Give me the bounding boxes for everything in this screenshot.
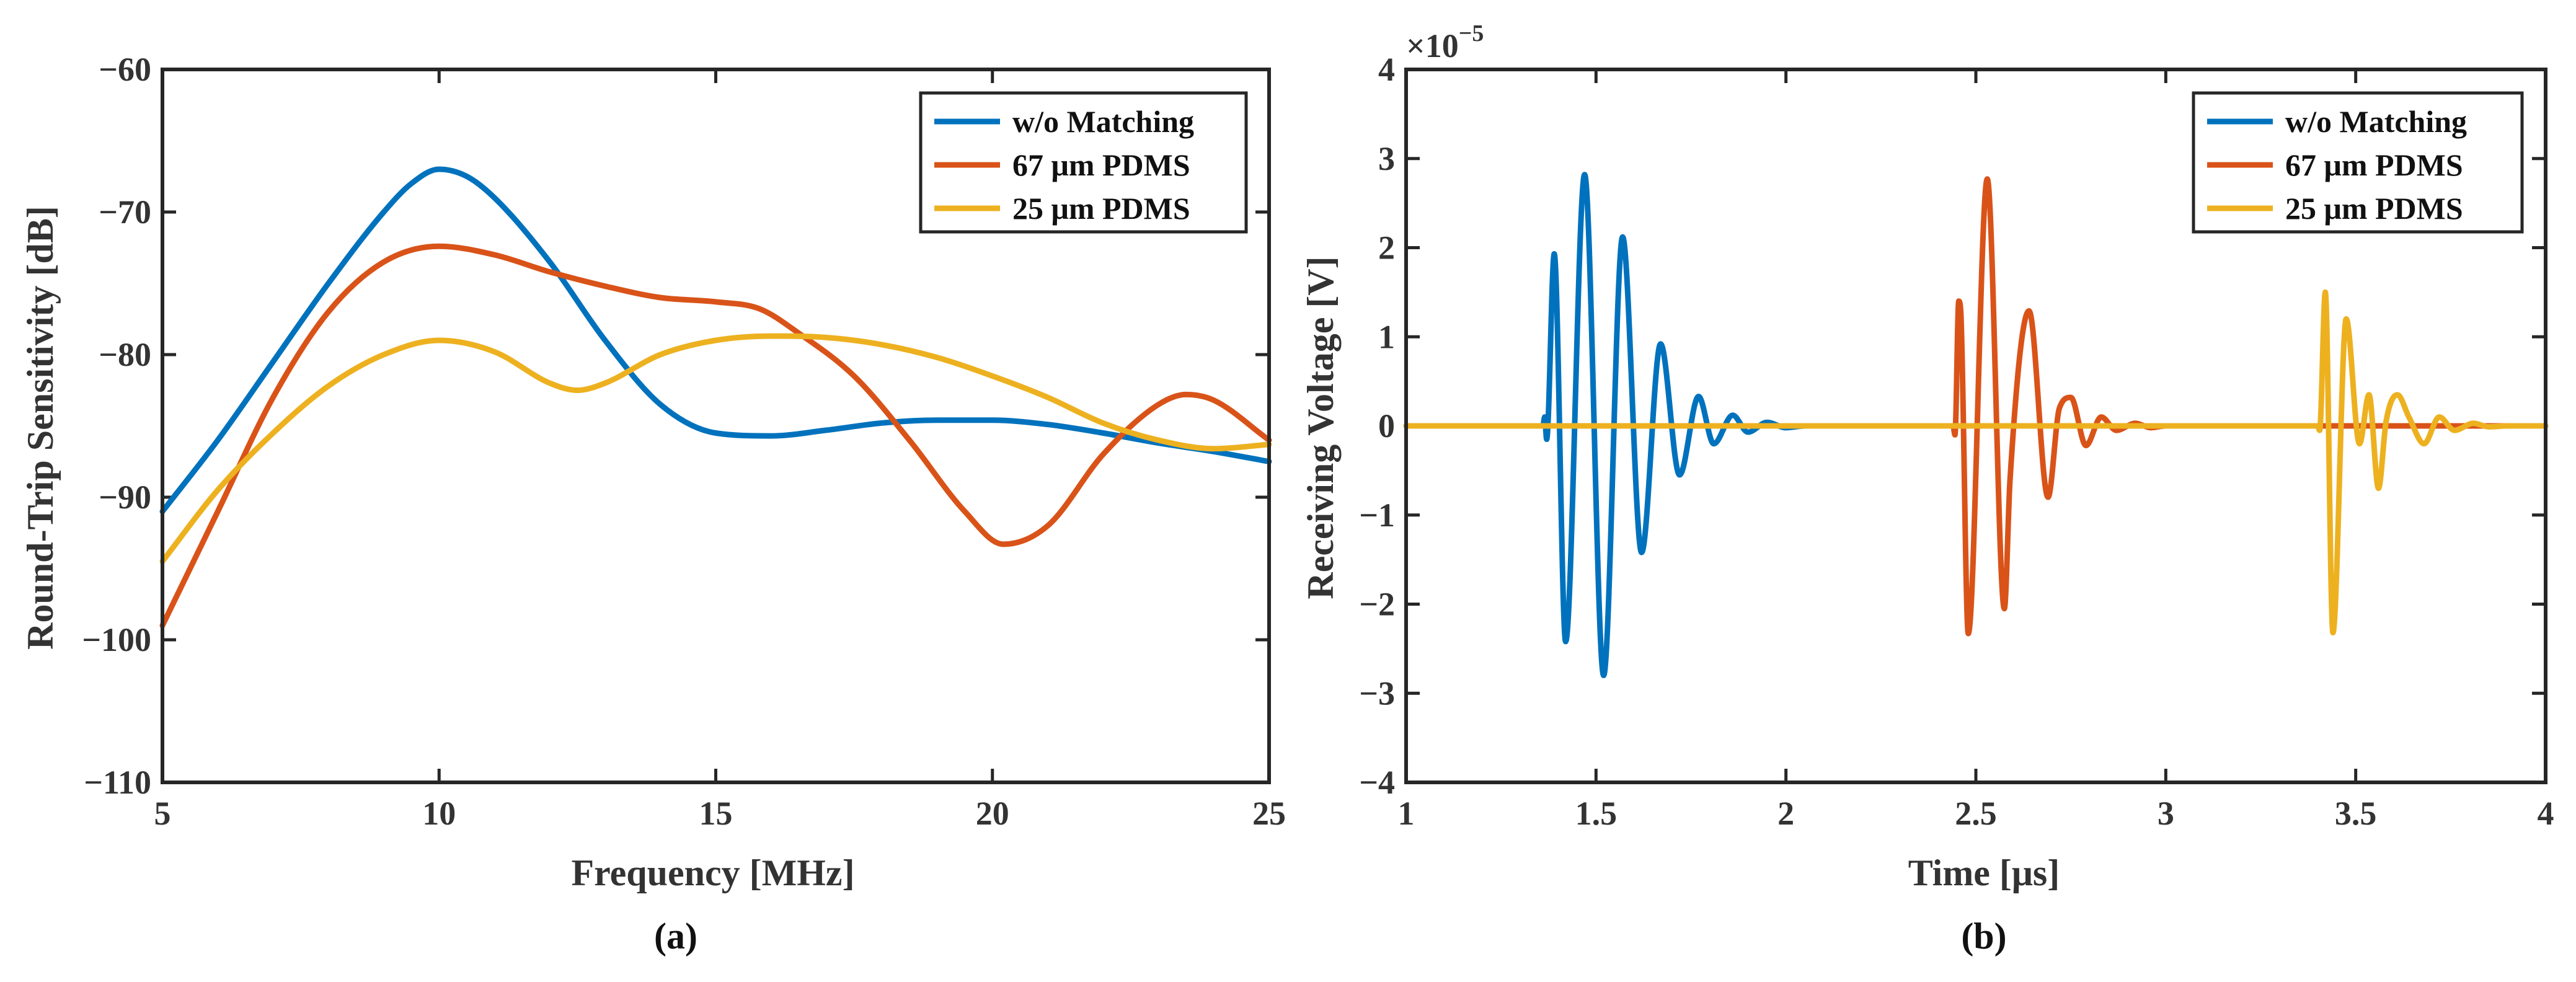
x-tick-label: 2 [1777, 795, 1794, 832]
legend-label-3: 25 μm PDMS [2285, 191, 2463, 226]
x-tick-label: 1.5 [1575, 795, 1618, 832]
panel-b-y-multiplier-base: ×10 [1406, 27, 1459, 64]
panel-b-y-multiplier: ×10−5 [1406, 20, 1484, 64]
y-tick-label: −60 [99, 51, 151, 88]
panel-b-y-multiplier-exp: −5 [1459, 20, 1484, 46]
y-tick-label: −3 [1359, 675, 1395, 712]
panel-b-ticks: 1 1.5 2 2.5 3 3.5 4 −4 −3 −2 −1 0 1 2 3 4 [1359, 51, 2554, 832]
y-tick-label: 2 [1378, 229, 1395, 267]
legend-label-1: w/o Matching [2285, 104, 2467, 139]
panel-a-ylabel: Round-Trip Sensitivity [dB] [20, 206, 61, 650]
y-tick-label: −80 [99, 336, 151, 373]
y-tick-label: −100 [82, 621, 151, 658]
panel-a-legend: w/o Matching 67 μm PDMS 25 μm PDMS [919, 91, 1248, 234]
panel-a-xlabel: Frequency [MHz] [571, 852, 854, 893]
series-line-2 [159, 243, 1272, 629]
y-tick-label: 0 [1378, 407, 1395, 445]
x-tick-label: 10 [422, 795, 456, 832]
y-tick-label: 1 [1378, 318, 1395, 355]
series-line-3 [1403, 289, 2549, 635]
y-tick-label: −110 [84, 764, 151, 801]
series-line-3 [159, 333, 1272, 564]
x-tick-label: 25 [1252, 795, 1286, 832]
panel-b: 1 1.5 2 2.5 3 3.5 4 −4 −3 −2 −1 0 1 2 3 4 Time [μs] Rec… [1300, 20, 2554, 957]
panel-a-caption: (a) [654, 916, 697, 957]
x-tick-label: 4 [2538, 795, 2554, 832]
panel-a-frame [161, 68, 1271, 784]
panel-b-frame [1404, 68, 2547, 784]
y-tick-label: −90 [99, 479, 151, 516]
legend-label-3: 25 μm PDMS [1012, 191, 1190, 226]
x-tick-label: 5 [154, 795, 171, 832]
x-tick-label: 2.5 [1955, 795, 1997, 832]
y-tick-label: −1 [1359, 497, 1395, 534]
panel-b-xlabel: Time [μs] [1908, 852, 2060, 893]
y-tick-label: −2 [1359, 586, 1395, 623]
legend-label-1: w/o Matching [1012, 104, 1194, 139]
x-tick-label: 15 [699, 795, 733, 832]
series-line-1 [159, 166, 1272, 515]
legend-label-2: 67 μm PDMS [2285, 148, 2463, 182]
series-line-1 [1403, 172, 2549, 678]
legend-label-2: 67 μm PDMS [1012, 148, 1190, 182]
panel-b-legend: w/o Matching 67 μm PDMS 25 μm PDMS [2192, 91, 2524, 234]
y-tick-label: −4 [1359, 764, 1395, 801]
panel-a: 5 10 15 20 25 −110 −100 −90 −80 −70 −60 Frequency … [20, 51, 1286, 957]
x-tick-label: 3 [2158, 795, 2174, 832]
y-tick-label: 3 [1378, 140, 1395, 177]
panel-a-series [159, 166, 1272, 629]
x-tick-label: 20 [976, 795, 1009, 832]
panel-b-ylabel: Receiving Voltage [V] [1300, 256, 1341, 599]
y-tick-label: 4 [1378, 51, 1395, 88]
x-tick-label: 1 [1398, 795, 1415, 832]
x-tick-label: 3.5 [2335, 795, 2377, 832]
panel-a-ticks: 5 10 15 20 25 −110 −100 −90 −80 −70 −60 [82, 51, 1286, 832]
panel-b-series [1403, 172, 2549, 678]
y-tick-label: −70 [99, 193, 151, 231]
series-line-2 [1403, 176, 2549, 637]
panel-b-caption: (b) [1961, 916, 2006, 957]
